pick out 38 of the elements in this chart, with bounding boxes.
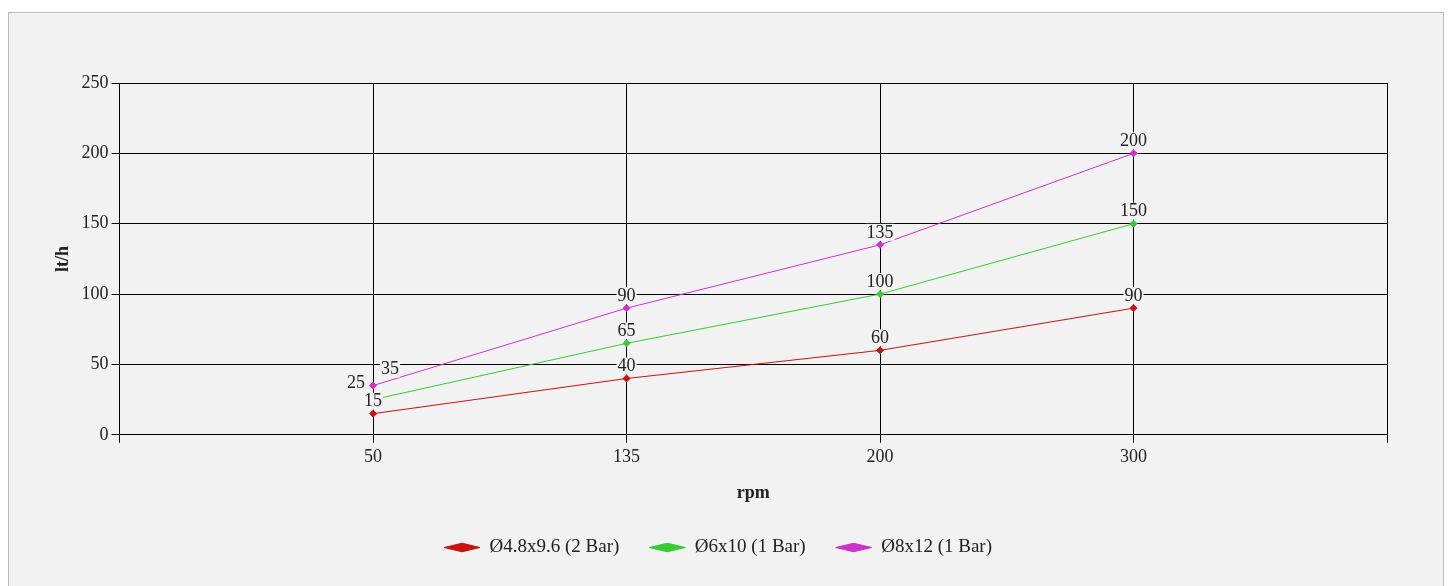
point	[1129, 219, 1138, 228]
data-label: 15	[364, 390, 383, 411]
data-label: 40	[617, 355, 636, 376]
x-tick-label: 300	[1120, 446, 1148, 467]
y-tick-label: 150	[81, 212, 109, 233]
x-tick-label: 135	[613, 446, 641, 467]
data-label: 100	[866, 270, 894, 291]
legend-label: Ø6x10 (1 Bar)	[694, 535, 806, 558]
data-label: 25	[347, 372, 366, 393]
point	[876, 290, 885, 299]
legend-label: Ø4.8x9.6 (2 Bar)	[489, 535, 620, 558]
point	[369, 409, 378, 418]
data-label: 200	[1120, 130, 1148, 151]
point	[876, 346, 885, 355]
data-label: 90	[1124, 284, 1143, 305]
y-tick-label: 0	[99, 423, 109, 444]
y-tick-label: 200	[81, 142, 109, 163]
y-tick-label: 250	[81, 71, 109, 92]
x-tick-label: 50	[364, 446, 383, 467]
point	[369, 381, 378, 390]
x-tick-label: 200	[866, 446, 894, 467]
data-label: 35	[381, 358, 400, 379]
point	[1129, 149, 1138, 158]
data-label: 135	[866, 221, 894, 242]
point	[876, 240, 885, 249]
y-tick-label: 100	[81, 282, 109, 303]
point	[1129, 304, 1138, 313]
point	[622, 374, 631, 383]
y-axis-title: lt/h	[52, 245, 73, 272]
data-label: 90	[617, 284, 636, 305]
legend-label: Ø8x12 (1 Bar)	[881, 535, 992, 558]
data-label: 65	[617, 320, 636, 341]
point	[622, 304, 631, 313]
x-axis-title: rpm	[736, 481, 770, 502]
y-tick-label: 50	[90, 353, 109, 374]
data-label: 150	[1120, 200, 1148, 221]
data-label: 60	[871, 327, 890, 348]
point	[622, 339, 631, 348]
